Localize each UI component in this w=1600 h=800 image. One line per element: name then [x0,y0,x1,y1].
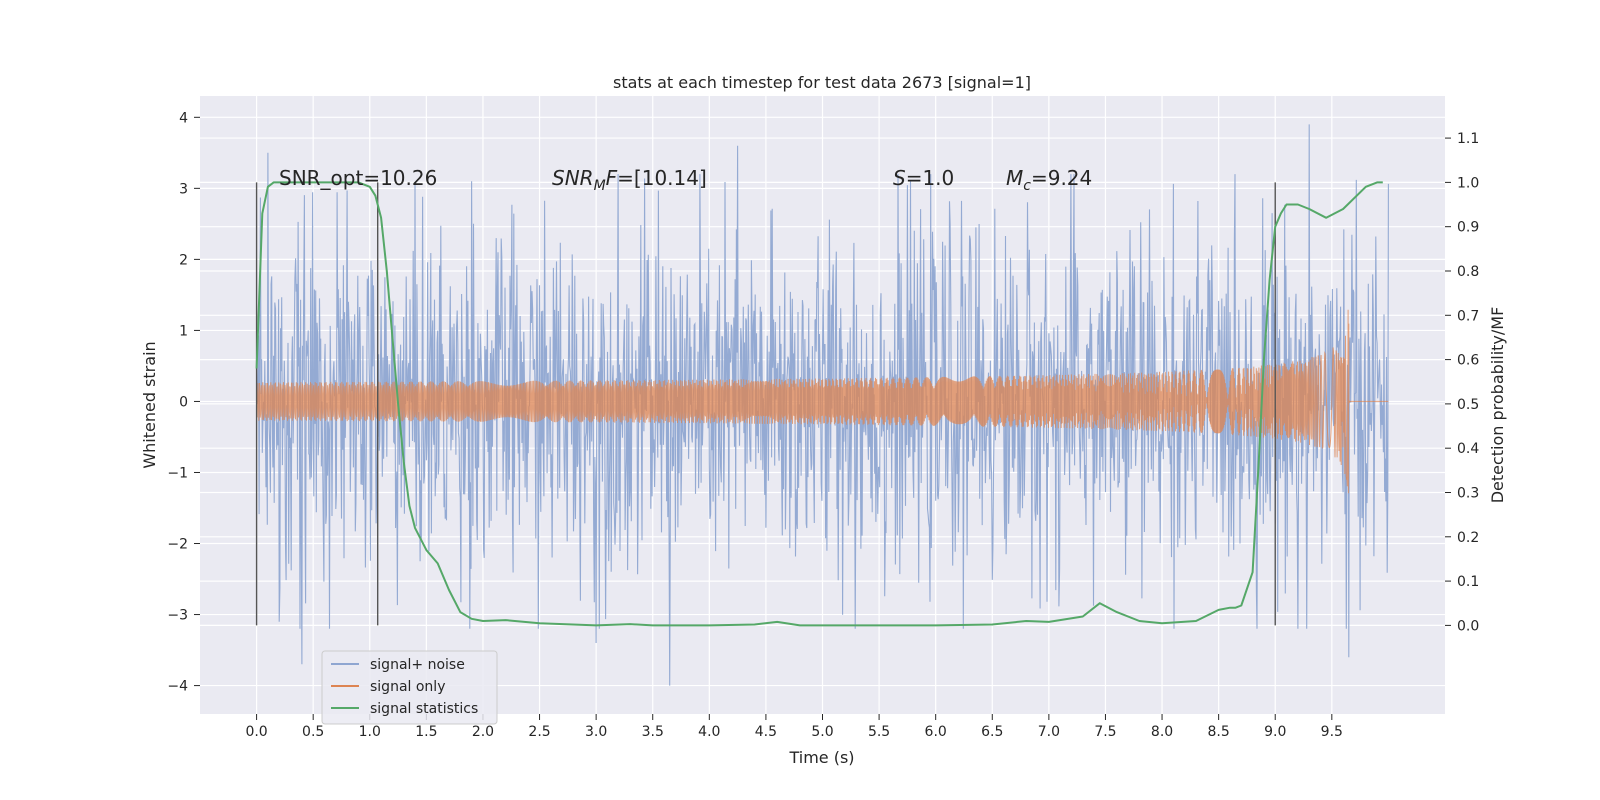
vertical-markers [255,182,1276,626]
x-tick-label: 7.5 [1094,724,1116,740]
y-tick-label: 0 [179,394,188,410]
x-tick-label: 7.0 [1038,724,1060,740]
annotation-snr-mf: SNRMF=[10.14] [552,166,707,194]
x-tick-label: 4.5 [755,724,777,740]
snr-mf-prefix: SNR [552,166,594,190]
legend-box [321,650,498,725]
mc-var: M [1006,166,1023,190]
y-tick-label: −3 [167,608,188,624]
y-tick-label: −1 [167,465,188,481]
x-tick-label: 8.5 [1208,724,1230,740]
y2-tick-label: 0.7 [1457,308,1479,324]
x-tick-label: 3.0 [585,724,607,740]
x-tick-label: 2.0 [472,724,494,740]
chart-title: stats at each timestep for test data 267… [613,73,1031,92]
annotation-snr-opt: SNR_opt=10.26 [279,166,437,190]
x-tick-label: 9.0 [1264,724,1286,740]
y-tick-label: −4 [167,679,188,695]
y2-tick-label: 0.6 [1457,353,1479,369]
y-axis-ticks: 4 3 2 1 0 −1 −2 −3 −4 [167,110,200,695]
y2-tick-label: 0.3 [1457,485,1479,501]
x-tick-label: 4.0 [698,724,720,740]
y2-tick-label: 0.4 [1457,441,1479,457]
line-signal-only [256,309,1389,494]
x-tick-label: 5.5 [868,724,890,740]
x-axis-ticks: 0.0 0.5 1.0 1.5 2.0 2.5 3.0 3.5 4.0 4.5 5.0 5.5 6.0 6… [245,714,1343,740]
y2-tick-label: 0.9 [1457,220,1479,236]
x-tick-label: 1.0 [359,724,381,740]
y2-tick-label: 0.5 [1457,397,1479,413]
mc-sub: c [1023,178,1031,194]
y-tick-label: 4 [179,110,188,126]
x-tick-label: 3.5 [642,724,664,740]
x-tick-label: 6.0 [925,724,947,740]
y2-tick-label: 0.1 [1457,574,1479,590]
y-tick-label: −2 [167,537,188,553]
x-tick-label: 5.0 [811,724,833,740]
y2-tick-label: 0.2 [1457,530,1479,546]
annotation-mc: Mc=9.24 [1006,166,1092,194]
y-axis-label: Whitened strain [140,341,159,468]
y2-tick-label: 1.1 [1457,131,1479,147]
y2-tick-label: 1.0 [1457,175,1479,191]
line-signal-statistics [255,181,1383,627]
series-signal-noise [256,124,1389,686]
legend-label-signal-noise: signal+ noise [370,657,465,673]
y-tick-label: 2 [179,252,188,268]
x-axis-label: Time (s) [788,748,854,767]
legend: signal+ noise signal only signal statist… [321,650,498,725]
y-tick-label: 3 [179,181,188,197]
x-tick-label: 2.5 [528,724,550,740]
legend-label-signal-only: signal only [370,679,445,695]
x-tick-label: 6.5 [981,724,1003,740]
x-tick-label: 8.0 [1151,724,1173,740]
line-signal-noise [256,124,1389,686]
y2-tick-label: 0.0 [1457,618,1479,634]
y-tick-label: 1 [179,323,188,339]
x-tick-label: 1.5 [415,724,437,740]
series-signal-only [256,309,1389,494]
annotation-s: S=1.0 [893,166,954,190]
x-tick-label: 0.5 [302,724,324,740]
snr-mf-value: =[10.14] [617,166,707,190]
s-var: S [893,166,906,190]
x-tick-label: 0.0 [245,724,267,740]
s-value: =1.0 [906,166,955,190]
legend-label-signal-statistics: signal statistics [370,701,478,717]
snr-mf-suffix: F [606,166,618,190]
x-tick-label: 9.5 [1321,724,1343,740]
y2-tick-label: 0.8 [1457,264,1479,280]
y2-axis-ticks: 1.1 1.0 0.9 0.8 0.7 0.6 0.5 0.4 0.3 0.2 0.1 0.0 [1445,131,1479,634]
y2-axis-label: Detection probability/MF [1488,307,1507,504]
mc-value: =9.24 [1031,166,1092,190]
series-signal-statistics [255,181,1383,627]
snr-mf-sub: M [594,178,606,194]
